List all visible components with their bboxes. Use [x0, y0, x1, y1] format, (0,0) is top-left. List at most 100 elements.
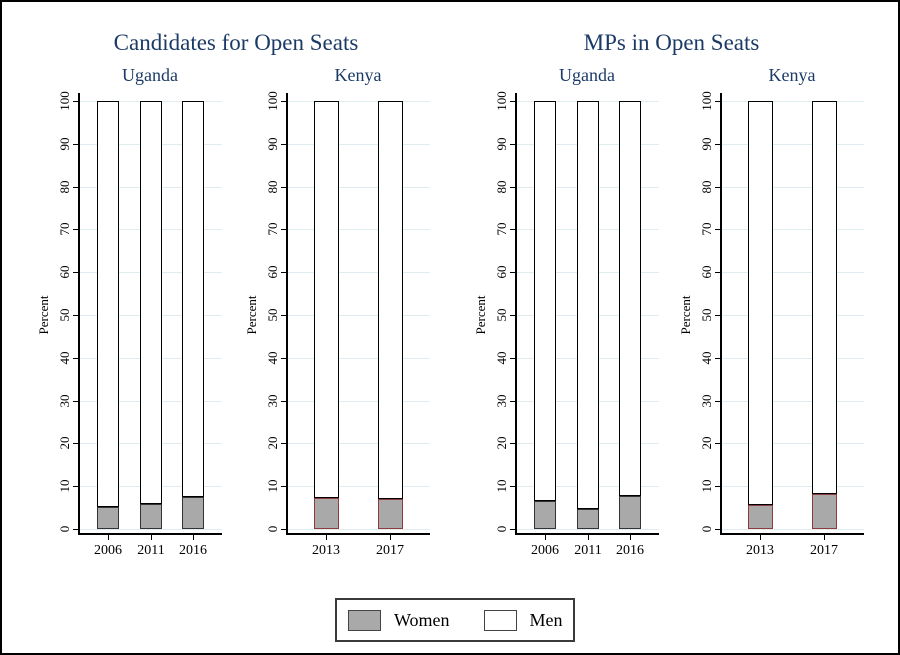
y-tick-90 [715, 143, 720, 145]
panel-subtitle-kenya: Kenya [768, 65, 816, 85]
y-tick-60 [281, 272, 286, 274]
gridline-30 [286, 400, 430, 402]
x-axis [720, 533, 864, 535]
y-tick-20 [281, 443, 286, 445]
gridline-100 [286, 101, 430, 102]
bar-women-2016 [619, 496, 641, 529]
gridline-90 [286, 143, 430, 145]
x-tick-2016 [193, 535, 194, 540]
y-tick-label-10: 10 [699, 479, 714, 493]
y-tick-label-50: 50 [494, 308, 509, 322]
y-tick-10 [715, 486, 720, 488]
gridline-80 [286, 186, 430, 188]
y-tick-label-70: 70 [57, 222, 72, 236]
y-axis-title-percent: Percent [678, 295, 693, 335]
bar-men-2006 [534, 101, 556, 502]
bar-women-2006 [97, 506, 119, 529]
x-axis [515, 533, 659, 535]
y-tick-label-40: 40 [494, 351, 509, 365]
y-tick-label-0: 0 [699, 525, 714, 533]
y-tick-40 [510, 357, 515, 359]
panel-subtitle-uganda: Uganda [559, 65, 615, 85]
y-tick-label-0: 0 [265, 525, 280, 533]
y-tick-20 [510, 443, 515, 445]
bar-women-2013 [747, 505, 773, 529]
y-tick-label-0: 0 [57, 525, 72, 533]
y-tick-label-0: 0 [494, 525, 509, 533]
gridline-60 [286, 272, 430, 274]
y-tick-70 [73, 229, 78, 231]
x-tick-2011 [151, 535, 152, 540]
x-tick-label-2017: 2017 [810, 543, 838, 558]
gridline-0 [78, 529, 222, 530]
x-tick-label-2017: 2017 [376, 543, 404, 558]
x-axis [78, 533, 222, 535]
gridline-10 [720, 486, 864, 488]
legend-label-men: Men [529, 609, 563, 630]
y-tick-80 [281, 186, 286, 188]
x-tick-2006 [545, 535, 546, 540]
legend-label-women: Women [394, 609, 450, 630]
y-tick-70 [281, 229, 286, 231]
y-tick-label-30: 30 [699, 394, 714, 408]
y-tick-label-80: 80 [265, 180, 280, 194]
y-tick-90 [73, 143, 78, 145]
x-tick-label-2006: 2006 [94, 543, 122, 558]
y-tick-50 [73, 315, 78, 316]
x-tick-2011 [588, 535, 589, 540]
gridline-10 [286, 486, 430, 488]
y-tick-label-50: 50 [265, 308, 280, 322]
gridline-50 [720, 315, 864, 316]
y-tick-label-30: 30 [265, 394, 280, 408]
y-tick-label-90: 90 [699, 137, 714, 151]
group-title-mps: MPs in Open Seats [583, 30, 760, 55]
y-tick-10 [281, 486, 286, 488]
y-tick-100 [510, 101, 515, 102]
y-tick-label-10: 10 [57, 479, 72, 493]
y-tick-90 [281, 143, 286, 145]
bar-men-2013 [313, 101, 339, 498]
y-tick-70 [510, 229, 515, 231]
y-tick-40 [715, 357, 720, 359]
y-tick-50 [510, 315, 515, 316]
y-tick-label-10: 10 [494, 479, 509, 493]
y-tick-80 [510, 186, 515, 188]
x-tick-2013 [326, 535, 327, 540]
y-tick-100 [281, 101, 286, 102]
y-tick-40 [73, 357, 78, 359]
bar-men-2016 [182, 101, 204, 497]
panel-subtitle-kenya: Kenya [334, 65, 382, 85]
gridline-40 [720, 357, 864, 359]
y-tick-label-20: 20 [494, 436, 509, 450]
bar-men-2017 [811, 101, 837, 495]
y-tick-label-80: 80 [57, 180, 72, 194]
x-tick-label-2011: 2011 [137, 543, 165, 558]
y-tick-100 [715, 101, 720, 102]
y-tick-label-90: 90 [494, 137, 509, 151]
y-tick-80 [715, 186, 720, 188]
gridline-0 [286, 529, 430, 530]
bar-men-2013 [747, 101, 773, 506]
x-axis [286, 533, 430, 535]
legend-item-men: Men [483, 609, 563, 631]
y-tick-label-20: 20 [57, 436, 72, 450]
bar-men-2006 [97, 101, 119, 507]
y-axis [286, 93, 288, 535]
gridline-20 [720, 443, 864, 445]
y-tick-label-90: 90 [265, 137, 280, 151]
bar-women-2013 [313, 497, 339, 529]
y-tick-label-50: 50 [699, 308, 714, 322]
y-tick-10 [73, 486, 78, 488]
y-tick-label-40: 40 [265, 351, 280, 365]
gridline-30 [720, 400, 864, 402]
y-tick-50 [281, 315, 286, 316]
gridline-70 [286, 229, 430, 231]
y-tick-20 [73, 443, 78, 445]
gridline-50 [286, 315, 430, 316]
y-tick-label-40: 40 [699, 351, 714, 365]
bar-men-2016 [619, 101, 641, 497]
gridline-60 [720, 272, 864, 274]
y-tick-30 [510, 400, 515, 402]
y-tick-label-20: 20 [699, 436, 714, 450]
